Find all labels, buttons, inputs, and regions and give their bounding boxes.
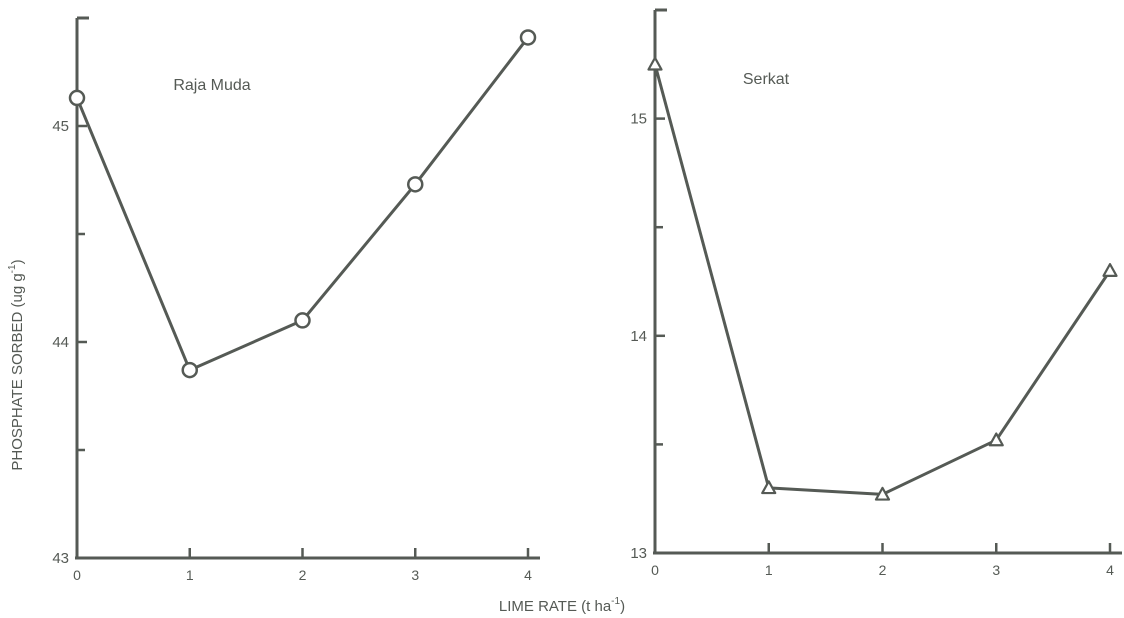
y-tick-label: 13 — [630, 545, 647, 562]
x-tick-label: 1 — [186, 567, 194, 583]
series-line — [653, 63, 1112, 496]
chart-panel-raja-muda: 43 44 45 0 1 2 3 4 Raja Muda — [52, 16, 540, 583]
data-point — [874, 486, 891, 501]
x-tick-label: 0 — [73, 567, 81, 583]
x-tick-label: 3 — [411, 567, 419, 583]
y-axis-title-main: PHOSPHATE SORBED (ug g — [9, 273, 26, 470]
panels: 43 44 45 0 1 2 3 4 Raja Muda 13 14 15 0 1 2 3 4 Serkat — [52, 8, 1122, 583]
chart-title: Serkat — [743, 71, 790, 88]
x-tick-label: 1 — [765, 562, 773, 578]
y-tick-label: 44 — [52, 334, 69, 351]
x-axis-title-sup: -1 — [611, 596, 620, 607]
data-point — [1102, 263, 1118, 277]
x-tick-label: 3 — [992, 562, 1000, 578]
data-point — [519, 29, 537, 46]
chart-title: Raja Muda — [173, 77, 250, 94]
x-axis-title-main: LIME RATE (t ha — [499, 598, 612, 615]
x-axis-title-close: ) — [620, 598, 625, 615]
x-tick-label: 4 — [1106, 562, 1114, 578]
x-tick-label: 2 — [879, 562, 887, 578]
data-point — [761, 480, 777, 495]
data-point — [181, 361, 198, 379]
data-point — [988, 432, 1004, 447]
x-tick-label: 0 — [651, 562, 659, 578]
data-point — [68, 89, 86, 107]
y-tick-label: 43 — [52, 550, 69, 567]
x-tick-label: 2 — [299, 567, 307, 583]
data-point — [647, 56, 663, 71]
y-axis-title-sup: -1 — [7, 264, 18, 273]
data-point — [407, 176, 424, 193]
y-axis-title: PHOSPHATE SORBED (ug g-1) — [7, 259, 26, 470]
x-tick-label: 4 — [524, 567, 532, 583]
y-tick-label: 45 — [52, 118, 69, 135]
data-point — [294, 312, 311, 329]
y-axis-title-close: ) — [9, 259, 26, 264]
y-tick-label: 14 — [630, 328, 647, 345]
y-tick-label: 15 — [630, 111, 647, 128]
chart-panel-serkat: 13 14 15 0 1 2 3 4 Serkat — [630, 8, 1122, 578]
x-axis-title: LIME RATE (t ha-1) — [499, 596, 625, 615]
